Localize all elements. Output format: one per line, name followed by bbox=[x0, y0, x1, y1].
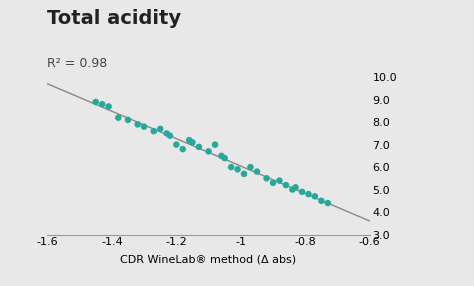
Point bbox=[318, 198, 325, 203]
Point bbox=[195, 145, 203, 149]
Point bbox=[134, 122, 141, 127]
Point bbox=[185, 138, 193, 142]
Point bbox=[179, 147, 187, 151]
Point bbox=[228, 165, 235, 169]
Point bbox=[150, 129, 157, 134]
Point bbox=[324, 201, 332, 205]
Point bbox=[311, 194, 319, 198]
Point bbox=[124, 118, 132, 122]
Point bbox=[189, 140, 196, 145]
Point bbox=[282, 183, 290, 187]
Point bbox=[173, 142, 180, 147]
Point bbox=[253, 169, 261, 174]
Point bbox=[221, 156, 228, 160]
Point bbox=[156, 127, 164, 131]
Point bbox=[163, 131, 171, 136]
Point bbox=[289, 187, 296, 192]
Point bbox=[166, 133, 173, 138]
Text: R² = 0.98: R² = 0.98 bbox=[47, 57, 108, 70]
Point bbox=[99, 102, 106, 106]
Point bbox=[276, 178, 283, 183]
Point bbox=[240, 172, 248, 176]
Point bbox=[298, 190, 306, 194]
Point bbox=[92, 100, 100, 104]
Point bbox=[205, 149, 212, 154]
Point bbox=[305, 192, 312, 196]
Point bbox=[269, 180, 277, 185]
Point bbox=[292, 185, 300, 190]
Point bbox=[211, 142, 219, 147]
Point bbox=[234, 167, 241, 172]
Point bbox=[105, 104, 112, 109]
Text: Total acidity: Total acidity bbox=[47, 9, 182, 27]
Point bbox=[115, 115, 122, 120]
Point bbox=[140, 124, 148, 129]
Point bbox=[263, 176, 270, 181]
Point bbox=[246, 165, 254, 169]
X-axis label: CDR WineLab® method (Δ abs): CDR WineLab® method (Δ abs) bbox=[120, 254, 297, 264]
Point bbox=[218, 154, 225, 158]
